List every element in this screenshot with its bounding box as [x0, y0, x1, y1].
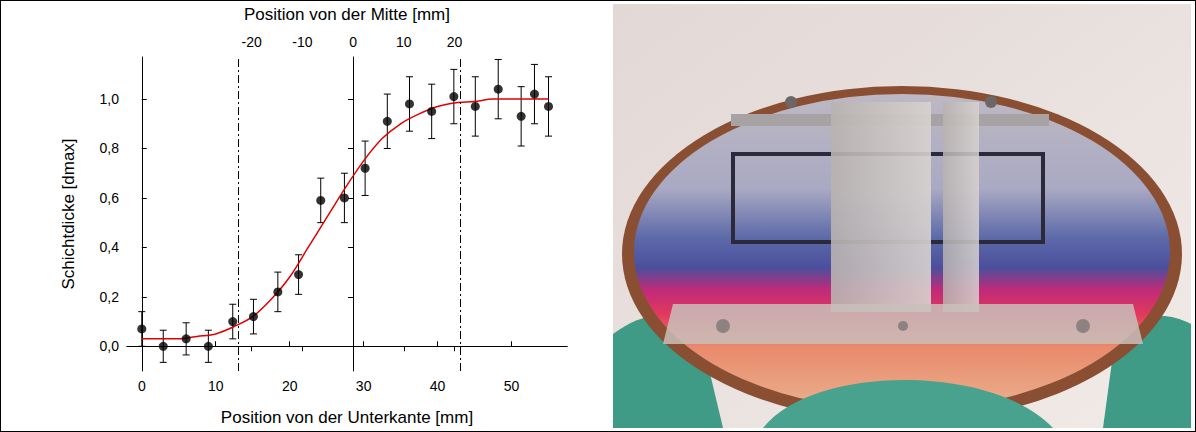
svg-text:50: 50	[504, 378, 520, 394]
svg-text:0,6: 0,6	[100, 190, 120, 206]
svg-text:0: 0	[138, 378, 146, 394]
svg-text:40: 40	[430, 378, 446, 394]
svg-text:0,8: 0,8	[100, 140, 120, 156]
svg-text:0,4: 0,4	[100, 239, 120, 255]
svg-text:-20: -20	[242, 34, 262, 50]
svg-text:0,2: 0,2	[100, 289, 120, 305]
svg-text:Position von der Unterkante [m: Position von der Unterkante [mm]	[221, 408, 473, 427]
svg-text:20: 20	[447, 34, 463, 50]
svg-text:Schichtdicke [dmax]: Schichtdicke [dmax]	[59, 138, 78, 289]
svg-text:10: 10	[208, 378, 224, 394]
svg-text:0,0: 0,0	[100, 338, 120, 354]
svg-text:-10: -10	[292, 34, 312, 50]
svg-text:1,0: 1,0	[100, 91, 120, 107]
svg-text:20: 20	[282, 378, 298, 394]
svg-text:0: 0	[349, 34, 357, 50]
svg-text:Position von der Mitte [mm]: Position von der Mitte [mm]	[244, 5, 450, 24]
svg-text:10: 10	[396, 34, 412, 50]
svg-text:30: 30	[356, 378, 372, 394]
